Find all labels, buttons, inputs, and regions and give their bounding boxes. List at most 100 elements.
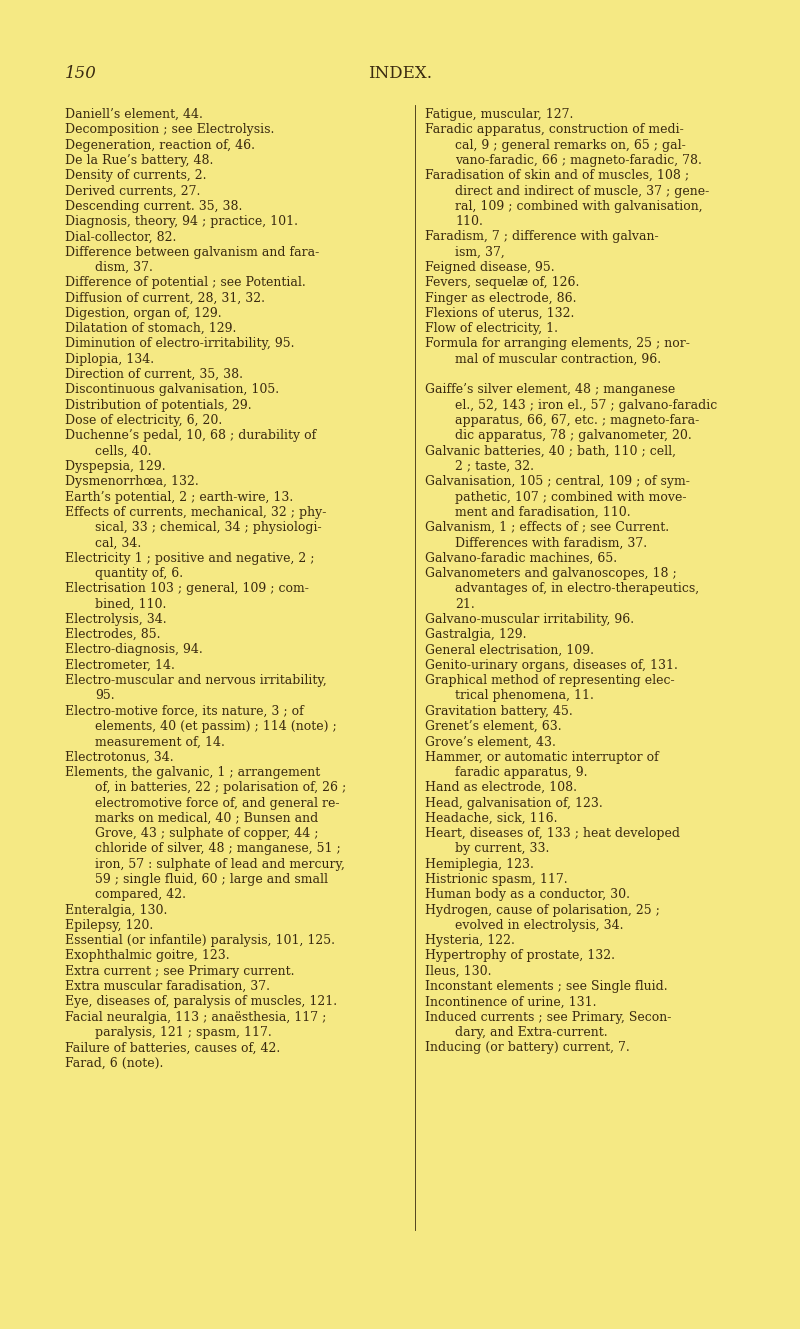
Text: compared, 42.: compared, 42. [95,888,186,901]
Text: apparatus, 66, 67, etc. ; magneto-fara-: apparatus, 66, 67, etc. ; magneto-fara- [455,415,699,427]
Text: Difference between galvanism and fara-: Difference between galvanism and fara- [65,246,319,259]
Text: dism, 37.: dism, 37. [95,260,153,274]
Text: marks on medical, 40 ; Bunsen and: marks on medical, 40 ; Bunsen and [95,812,318,825]
Text: Gastralgia, 129.: Gastralgia, 129. [425,629,526,641]
Text: Essential (or infantile) paralysis, 101, 125.: Essential (or infantile) paralysis, 101,… [65,934,335,948]
Text: Hand as electrode, 108.: Hand as electrode, 108. [425,781,577,795]
Text: Hypertrophy of prostate, 132.: Hypertrophy of prostate, 132. [425,949,615,962]
Text: paralysis, 121 ; spasm, 117.: paralysis, 121 ; spasm, 117. [95,1026,272,1039]
Text: Extra current ; see Primary current.: Extra current ; see Primary current. [65,965,294,978]
Text: Induced currents ; see Primary, Secon-: Induced currents ; see Primary, Secon- [425,1010,671,1023]
Text: Fatigue, muscular, 127.: Fatigue, muscular, 127. [425,108,574,121]
Text: Exophthalmic goitre, 123.: Exophthalmic goitre, 123. [65,949,230,962]
Text: Farad, 6 (note).: Farad, 6 (note). [65,1057,163,1070]
Text: 150: 150 [65,65,97,82]
Text: Difference of potential ; see Potential.: Difference of potential ; see Potential. [65,276,306,290]
Text: Electricity 1 ; positive and negative, 2 ;: Electricity 1 ; positive and negative, 2… [65,552,314,565]
Text: Differences with faradism, 37.: Differences with faradism, 37. [455,537,647,549]
Text: Hydrogen, cause of polarisation, 25 ;: Hydrogen, cause of polarisation, 25 ; [425,904,660,917]
Text: Facial neuralgia, 113 ; anaësthesia, 117 ;: Facial neuralgia, 113 ; anaësthesia, 117… [65,1010,326,1023]
Text: Grove’s element, 43.: Grove’s element, 43. [425,735,556,748]
Text: ism, 37,: ism, 37, [455,246,505,259]
Text: Galvanisation, 105 ; central, 109 ; of sym-: Galvanisation, 105 ; central, 109 ; of s… [425,476,690,488]
Text: Genito-urinary organs, diseases of, 131.: Genito-urinary organs, diseases of, 131. [425,659,678,671]
Text: measurement of, 14.: measurement of, 14. [95,735,225,748]
Text: Elements, the galvanic, 1 ; arrangement: Elements, the galvanic, 1 ; arrangement [65,766,320,779]
Text: pathetic, 107 ; combined with move-: pathetic, 107 ; combined with move- [455,490,686,504]
Text: Epilepsy, 120.: Epilepsy, 120. [65,918,154,932]
Text: Dysmenorrhœa, 132.: Dysmenorrhœa, 132. [65,476,198,488]
Text: evolved in electrolysis, 34.: evolved in electrolysis, 34. [455,918,623,932]
Text: Heart, diseases of, 133 ; heat developed: Heart, diseases of, 133 ; heat developed [425,827,680,840]
Text: by current, 33.: by current, 33. [455,843,550,856]
Text: Electrisation 103 ; general, 109 ; com-: Electrisation 103 ; general, 109 ; com- [65,582,309,595]
Text: General electrisation, 109.: General electrisation, 109. [425,643,594,657]
Text: Diminution of electro-irritability, 95.: Diminution of electro-irritability, 95. [65,338,294,351]
Text: 2 ; taste, 32.: 2 ; taste, 32. [455,460,534,473]
Text: Eye, diseases of, paralysis of muscles, 121.: Eye, diseases of, paralysis of muscles, … [65,995,337,1009]
Text: Earth’s potential, 2 ; earth-wire, 13.: Earth’s potential, 2 ; earth-wire, 13. [65,490,294,504]
Text: Degeneration, reaction of, 46.: Degeneration, reaction of, 46. [65,138,255,152]
Text: Diplopia, 134.: Diplopia, 134. [65,352,154,365]
Text: Dyspepsia, 129.: Dyspepsia, 129. [65,460,166,473]
Text: Flow of electricity, 1.: Flow of electricity, 1. [425,322,558,335]
Text: Incontinence of urine, 131.: Incontinence of urine, 131. [425,995,597,1009]
Text: Effects of currents, mechanical, 32 ; phy-: Effects of currents, mechanical, 32 ; ph… [65,506,326,518]
Text: Dose of electricity, 6, 20.: Dose of electricity, 6, 20. [65,415,222,427]
Text: cells, 40.: cells, 40. [95,445,151,457]
Text: Hemiplegia, 123.: Hemiplegia, 123. [425,857,534,870]
Text: Faradism, 7 ; difference with galvan-: Faradism, 7 ; difference with galvan- [425,230,658,243]
Text: sical, 33 ; chemical, 34 ; physiologi-: sical, 33 ; chemical, 34 ; physiologi- [95,521,322,534]
Text: Galvano-faradic machines, 65.: Galvano-faradic machines, 65. [425,552,617,565]
Text: Digestion, organ of, 129.: Digestion, organ of, 129. [65,307,222,320]
Text: el., 52, 143 ; iron el., 57 ; galvano-faradic: el., 52, 143 ; iron el., 57 ; galvano-fa… [455,399,718,412]
Text: Decomposition ; see Electrolysis.: Decomposition ; see Electrolysis. [65,124,274,137]
Text: of, in batteries, 22 ; polarisation of, 26 ;: of, in batteries, 22 ; polarisation of, … [95,781,346,795]
Text: Electro-muscular and nervous irritability,: Electro-muscular and nervous irritabilit… [65,674,326,687]
Text: Grenet’s element, 63.: Grenet’s element, 63. [425,720,562,734]
Text: iron, 57 : sulphate of lead and mercury,: iron, 57 : sulphate of lead and mercury, [95,857,345,870]
Text: Ileus, 130.: Ileus, 130. [425,965,491,978]
Text: cal, 9 ; general remarks on, 65 ; gal-: cal, 9 ; general remarks on, 65 ; gal- [455,138,686,152]
Text: direct and indirect of muscle, 37 ; gene-: direct and indirect of muscle, 37 ; gene… [455,185,710,198]
Text: Graphical method of representing elec-: Graphical method of representing elec- [425,674,674,687]
Text: Hammer, or automatic interruptor of: Hammer, or automatic interruptor of [425,751,658,764]
Text: bined, 110.: bined, 110. [95,598,166,610]
Text: Hysteria, 122.: Hysteria, 122. [425,934,515,948]
Text: ment and faradisation, 110.: ment and faradisation, 110. [455,506,630,518]
Text: Electro-motive force, its nature, 3 ; of: Electro-motive force, its nature, 3 ; of [65,704,304,718]
Text: quantity of, 6.: quantity of, 6. [95,567,183,579]
Text: Formula for arranging elements, 25 ; nor-: Formula for arranging elements, 25 ; nor… [425,338,690,351]
Text: 95.: 95. [95,690,114,703]
Text: Daniell’s element, 44.: Daniell’s element, 44. [65,108,203,121]
Text: Diffusion of current, 28, 31, 32.: Diffusion of current, 28, 31, 32. [65,291,265,304]
Text: Extra muscular faradisation, 37.: Extra muscular faradisation, 37. [65,979,270,993]
Text: chloride of silver, 48 ; manganese, 51 ;: chloride of silver, 48 ; manganese, 51 ; [95,843,341,856]
Text: Grove, 43 ; sulphate of copper, 44 ;: Grove, 43 ; sulphate of copper, 44 ; [95,827,318,840]
Text: Failure of batteries, causes of, 42.: Failure of batteries, causes of, 42. [65,1042,280,1054]
Text: elements, 40 (et passim) ; 114 (note) ;: elements, 40 (et passim) ; 114 (note) ; [95,720,337,734]
Text: Galvanism, 1 ; effects of ; see Current.: Galvanism, 1 ; effects of ; see Current. [425,521,669,534]
Text: Enteralgia, 130.: Enteralgia, 130. [65,904,167,917]
Text: Electrolysis, 34.: Electrolysis, 34. [65,613,166,626]
Text: Gaiffe’s silver element, 48 ; manganese: Gaiffe’s silver element, 48 ; manganese [425,383,675,396]
Text: Gravitation battery, 45.: Gravitation battery, 45. [425,704,573,718]
Text: Dilatation of stomach, 129.: Dilatation of stomach, 129. [65,322,236,335]
Text: Electrometer, 14.: Electrometer, 14. [65,659,175,671]
Text: De la Rue’s battery, 48.: De la Rue’s battery, 48. [65,154,214,167]
Text: Electrodes, 85.: Electrodes, 85. [65,629,161,641]
Text: ral, 109 ; combined with galvanisation,: ral, 109 ; combined with galvanisation, [455,199,702,213]
Text: Dial-collector, 82.: Dial-collector, 82. [65,230,176,243]
Text: Feigned disease, 95.: Feigned disease, 95. [425,260,554,274]
Text: INDEX.: INDEX. [368,65,432,82]
Text: electromotive force of, and general re-: electromotive force of, and general re- [95,796,339,809]
Text: Distribution of potentials, 29.: Distribution of potentials, 29. [65,399,252,412]
Text: 59 ; single fluid, 60 ; large and small: 59 ; single fluid, 60 ; large and small [95,873,328,886]
Text: Electro-diagnosis, 94.: Electro-diagnosis, 94. [65,643,202,657]
Text: vano-faradic, 66 ; magneto-faradic, 78.: vano-faradic, 66 ; magneto-faradic, 78. [455,154,702,167]
Text: Histrionic spasm, 117.: Histrionic spasm, 117. [425,873,568,886]
Text: trical phenomena, 11.: trical phenomena, 11. [455,690,594,703]
Text: faradic apparatus, 9.: faradic apparatus, 9. [455,766,587,779]
Text: Inducing (or battery) current, 7.: Inducing (or battery) current, 7. [425,1042,630,1054]
Text: Human body as a conductor, 30.: Human body as a conductor, 30. [425,888,630,901]
